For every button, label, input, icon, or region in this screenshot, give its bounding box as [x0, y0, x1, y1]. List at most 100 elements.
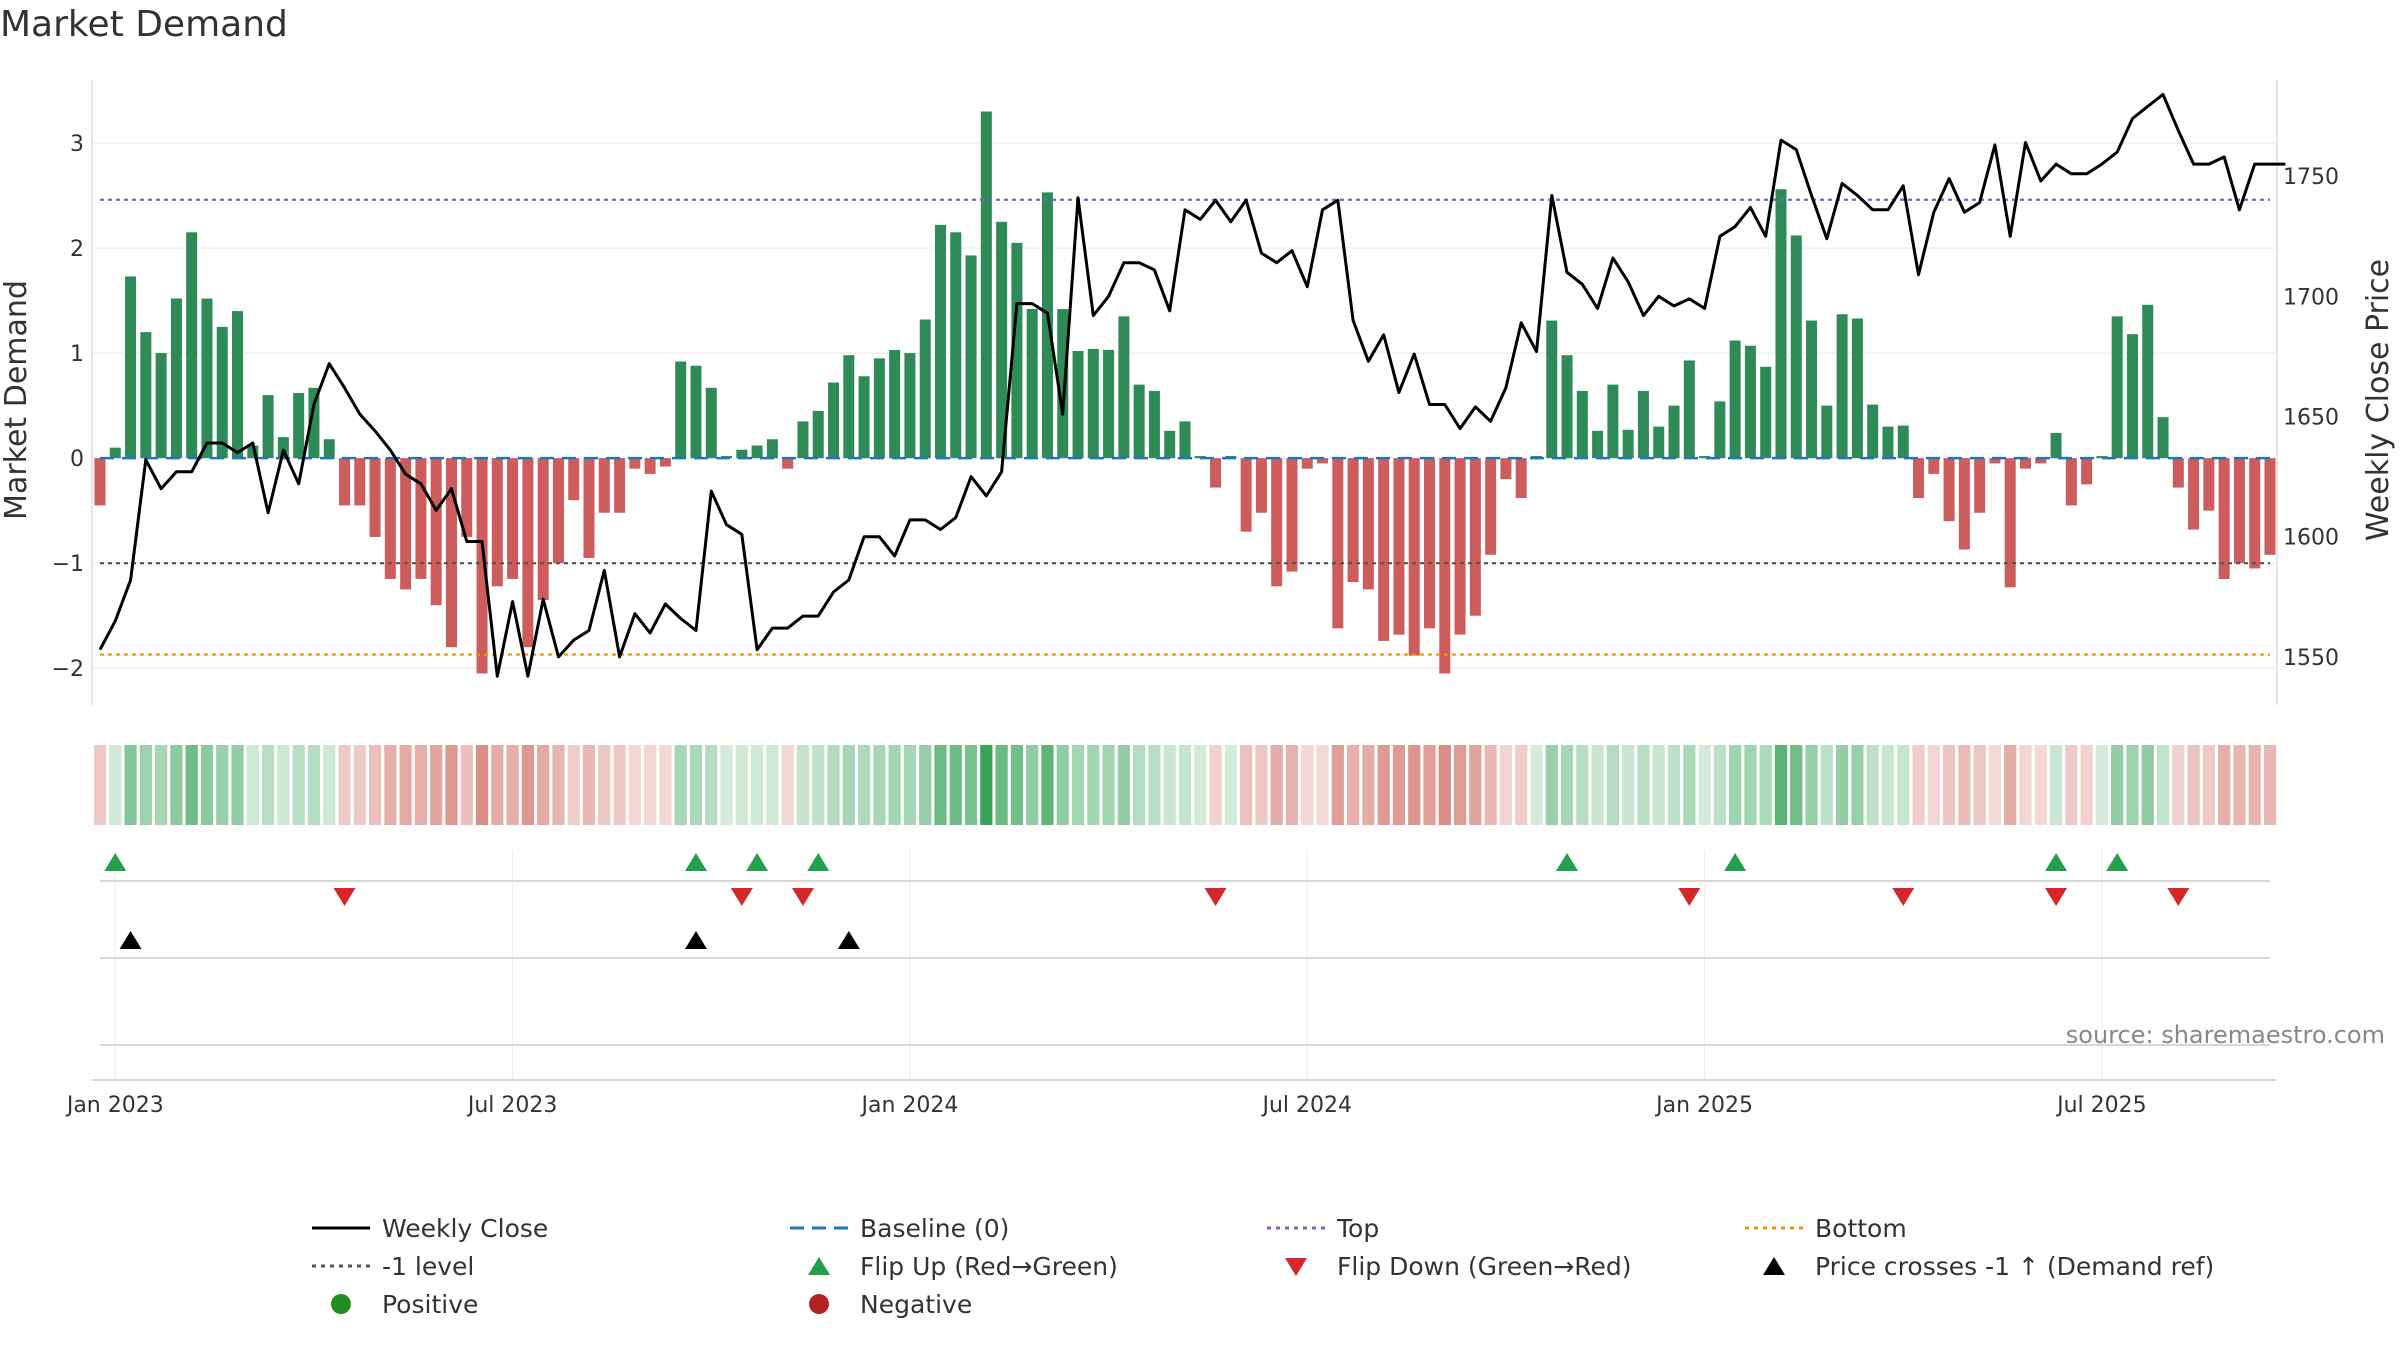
demand-bar: [1408, 458, 1420, 656]
demand-bar: [1378, 458, 1390, 641]
demand-bar: [858, 376, 870, 459]
demand-bar: [1714, 401, 1726, 459]
demand-bar: [522, 458, 534, 648]
heat-cell: [368, 745, 382, 825]
demand-bar: [2004, 458, 2016, 588]
grid: [91, 80, 2278, 1081]
demand-bar: [1439, 458, 1451, 674]
demand-bar: [2157, 417, 2169, 459]
heat-strip: [93, 745, 2277, 825]
demand-bar: [812, 410, 824, 459]
heat-cell: [735, 745, 748, 825]
heat-cell: [2263, 745, 2277, 825]
x-tick-label: Jul 2025: [2055, 1093, 2147, 1118]
legend-item-flip-up: Flip Up (Red→Green): [808, 1252, 1118, 1281]
legend: Weekly Close Baseline (0) Top Bottom -1 …: [312, 1214, 2214, 1319]
heat-cell: [2248, 745, 2261, 825]
heat-cell: [2172, 745, 2185, 825]
demand-bar: [1668, 405, 1680, 459]
y-tick-label: 2: [70, 237, 84, 262]
demand-bar: [1744, 345, 1756, 459]
demand-bar: [1454, 458, 1466, 635]
demand-bar: [751, 445, 763, 459]
demand-bar: [1317, 458, 1329, 464]
demand-bar: [1790, 235, 1802, 459]
heat-cell: [949, 745, 962, 825]
demand-bar: [965, 255, 977, 459]
heat-cell: [1285, 745, 1299, 825]
heat-cell: [1178, 745, 1192, 825]
heat-cell: [2019, 745, 2032, 825]
demand-bar: [476, 458, 488, 674]
heat-cell: [1026, 745, 1039, 825]
heat-cell: [1056, 745, 1069, 825]
demand-bar: [1041, 192, 1053, 459]
heat-cell: [1316, 745, 1329, 825]
heat-cell: [644, 745, 657, 825]
chart-title: Market Demand: [0, 4, 288, 45]
heat-cell: [307, 745, 321, 825]
heat-cell: [781, 745, 794, 825]
heat-cell: [1652, 745, 1665, 825]
demand-bar: [675, 361, 687, 459]
demand-bar: [155, 353, 167, 459]
heat-cell: [995, 745, 1008, 825]
heat-cell: [613, 745, 626, 825]
flip-up-marker: [1556, 853, 1579, 871]
demand-bar: [1592, 430, 1604, 459]
demand-bar: [1928, 458, 1940, 474]
demand-bar: [2081, 458, 2093, 485]
y2-tick-label: 1600: [2283, 526, 2339, 551]
demand-bar: [1836, 314, 1848, 459]
heat-cell: [1958, 745, 1971, 825]
demand-bar: [1699, 456, 1711, 459]
demand-bar: [1622, 429, 1634, 459]
demand-bar: [1072, 351, 1084, 459]
demand-bar: [461, 458, 473, 537]
heat-cell: [2034, 745, 2047, 825]
demand-bar: [2142, 304, 2154, 459]
heat-cell: [1729, 745, 1742, 825]
y2-tick-label: 1700: [2283, 285, 2339, 310]
heat-cell: [109, 745, 122, 825]
demand-bar: [1148, 390, 1160, 459]
demand-bar: [216, 326, 228, 459]
heat-cell: [1469, 745, 1482, 825]
demand-bar: [1133, 384, 1145, 459]
heat-cell: [1041, 745, 1054, 825]
y2-axis-ticks: 1550 1600 1650 1700 1750: [2283, 165, 2339, 671]
heat-cell: [1515, 745, 1528, 825]
demand-bar: [232, 311, 244, 459]
heat-cell: [1423, 745, 1436, 825]
demand-bar: [1989, 458, 2001, 464]
demand-bar: [1485, 458, 1497, 555]
heat-cell: [1683, 745, 1696, 825]
heat-cell: [1087, 745, 1100, 825]
weekly-close-line: [98, 92, 2286, 678]
demand-bar: [507, 458, 519, 579]
heat-cell: [1973, 745, 1986, 825]
y-axis-label: Market Demand: [0, 280, 34, 520]
demand-bar: [1469, 458, 1481, 616]
heat-cell: [567, 745, 580, 825]
heat-cell: [689, 745, 703, 825]
heat-cell: [827, 745, 840, 825]
heat-cell: [628, 745, 641, 825]
demand-bar: [1653, 426, 1665, 459]
heat-cell: [842, 745, 855, 825]
demand-bar: [598, 458, 610, 513]
heat-cell: [659, 745, 672, 825]
legend-label: Positive: [382, 1290, 478, 1319]
demand-bar: [1301, 458, 1313, 469]
y-tick-label: −1: [52, 552, 84, 577]
legend-label: Price crosses -1 ↑ (Demand ref): [1815, 1252, 2214, 1281]
flip-down-marker: [791, 888, 814, 906]
heat-cell: [2004, 745, 2017, 825]
demand-bar: [2126, 334, 2138, 459]
heat-cell: [414, 745, 428, 825]
heat-cell: [1988, 745, 2002, 825]
demand-bar: [1515, 458, 1527, 499]
demand-bar: [919, 319, 931, 459]
demand-bar: [1255, 458, 1267, 513]
demand-bar: [568, 458, 580, 501]
